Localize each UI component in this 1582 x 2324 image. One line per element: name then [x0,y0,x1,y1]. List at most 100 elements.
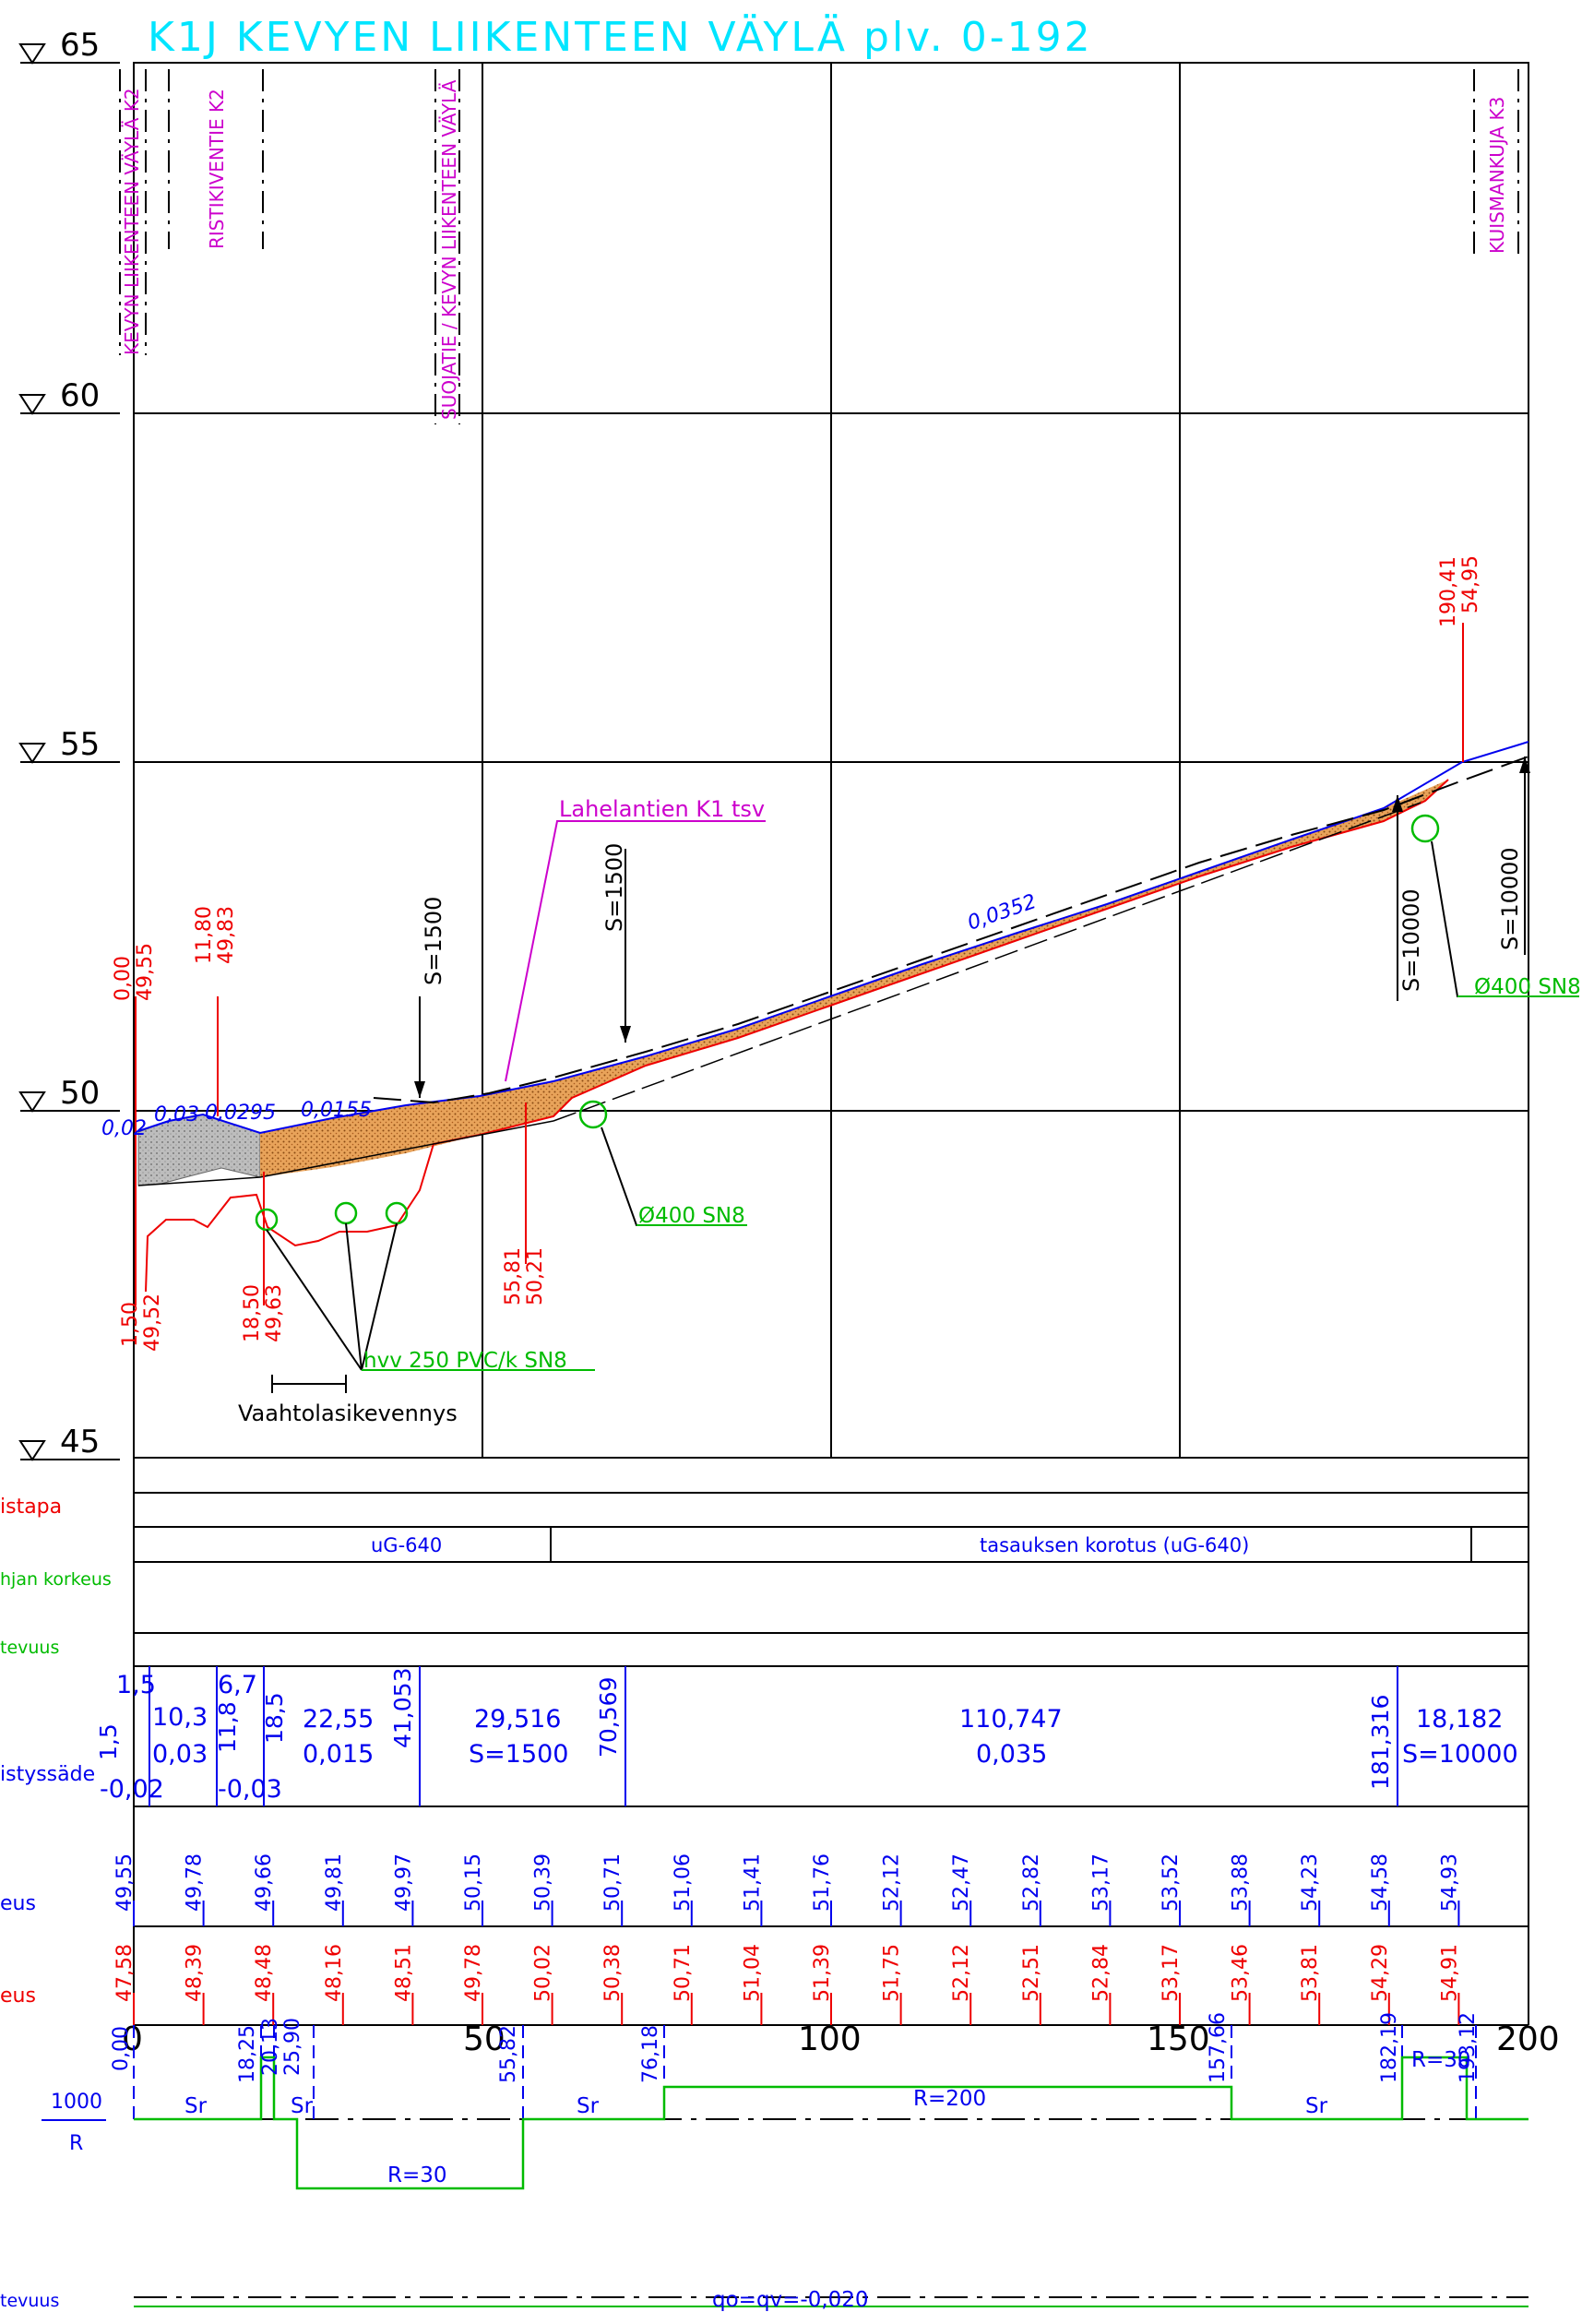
subgrade-line-3 [137,1176,261,1186]
grade-elevation-value: 53,88 [1230,1853,1253,1912]
station-100: 100 [798,2020,862,2058]
tasaus-r2-3: S=1500 [469,1740,568,1769]
label-p2-sta: 11,80 [193,906,216,964]
tasaus-vert-5: 70,569 [595,1677,622,1758]
grade-elevation-value: 49,97 [392,1853,415,1912]
curve-label-r200: R=200 [913,2087,986,2111]
grade-elevation-value: 49,78 [184,1853,207,1912]
tasaus-val-4: 22,55 [303,1705,374,1734]
ground-elevation-value: 54,29 [1369,1944,1392,2002]
s1500-b: S=1500 [601,843,627,932]
band-label-maanpinta: eus [0,1984,36,2008]
pipe400-a-label: Ø400 SN8 [638,1204,745,1228]
elevation-triangles [18,43,120,1461]
band-left-labels: istapa hjan korkeus tevuus istyssäde eus… [0,1496,112,2311]
curve-label-sr-1: Sr [184,2094,208,2118]
pipe-circle-2 [334,1201,358,1225]
label-low3-sta: 55,81 [502,1247,525,1305]
ground-elevation-value: 48,48 [253,1944,276,2002]
crossing-label-kuismankuja: KUISMANKUJA K3 [1486,97,1508,254]
ground-elevation-value: 50,71 [672,1944,695,2002]
tasaus-vertical: 1,5 11,8 18,5 41,053 70,569 181,316 [95,1668,1394,1790]
curve-sta-6: 157,66 [1207,2012,1230,2083]
tasaus-row3: -0,02 -0,03 [100,1775,282,1804]
subgrade-line-2 [553,802,1421,1122]
pipe-circle-4 [578,1100,608,1129]
tasaus-r2-4: 0,035 [976,1740,1047,1769]
curve-sta-0: 0,00 [110,2026,133,2071]
elevation-scale: 65 60 55 50 45 [60,27,100,1460]
elevation-label-55: 55 [60,726,100,763]
ground-elevation-value: 53,17 [1160,1944,1183,2002]
label-end-sta: 190,41 [1437,556,1460,627]
tasaus-r3-2: -0,03 [218,1775,282,1804]
grade-elevation-value: 52,47 [950,1853,973,1912]
slope-00295: 0,0295 [205,1102,276,1125]
tasaus-r2-5: S=10000 [1402,1740,1518,1769]
tasaus-vert-3: 18,5 [261,1692,288,1744]
label-low1-elev: 49,52 [141,1293,164,1352]
grade-elevation-value: 54,23 [1299,1853,1322,1912]
slope-002: 0,02 [101,1117,147,1140]
grade-elevation-value: 53,52 [1160,1853,1183,1912]
profile-grid [133,62,1529,1459]
slope-00155: 0,0155 [301,1099,372,1122]
curve-band-green [134,2056,1528,2190]
structure-layer [260,780,1448,1177]
grade-elevation-value: 54,93 [1438,1853,1461,1912]
tasaus-val-6: 110,747 [959,1705,1063,1734]
s10000-a: S=10000 [1398,888,1424,992]
band-label-kaivon: hjan korkeus [0,1569,112,1590]
slope-labels: 0,02 0,03 0,0295 0,0155 0,0352 [101,890,1040,1140]
label-low2-elev: 49,63 [263,1284,286,1342]
band-label-kaarre-r: R [69,2132,83,2155]
vaahto-dimension [271,1375,347,1393]
crossing-label-k2: KEVYN LIIKENTEEN VÄYLÄ K2 [121,88,143,355]
tasaus-val-7: 18,182 [1416,1705,1503,1734]
tasaus-vert-1: 1,5 [95,1723,122,1760]
tasaus-vert-6: 181,316 [1367,1695,1394,1790]
lahelantien-leader [505,820,766,1082]
grade-elevation-value: 50,15 [462,1853,485,1912]
ground-elevation-value: 48,16 [323,1944,346,2002]
ground-elevation-value: 48,51 [392,1944,415,2002]
tasaus-r3-1: -0,02 [100,1775,164,1804]
band-label-tasaus: eus [0,1892,36,1915]
grade-elevation-value: 50,71 [601,1853,624,1912]
grade-elevation-value: 49,55 [113,1853,137,1912]
grade-elevation-value: 51,41 [741,1853,764,1912]
station-0: 0 [122,2020,143,2058]
s10000-b: S=10000 [1497,847,1523,950]
label-start-elev: 49,55 [134,943,157,1001]
ground-elevation-value: 52,12 [950,1944,973,2002]
tasaus-r2-1: 0,03 [152,1740,208,1769]
vaahto-label: Vaahtolasikevennys [238,1400,458,1426]
band-label-pyoristys: istyssäde [0,1763,95,1786]
s1500-a: S=1500 [421,897,446,985]
elevation-label-45: 45 [60,1424,100,1460]
ground-elevation-value: 54,91 [1438,1944,1461,2002]
crossing-label-suojatie: SUOJATIE / KEVYN LIIKENTEEN VÄYLÄ [438,79,460,420]
band-table-lines [133,1458,1529,2026]
curve-sta-7: 182,19 [1378,2012,1401,2083]
label-end-elev: 54,95 [1459,555,1482,614]
drawing-title: K1J KEVYEN LIIKENTEEN VÄYLÄ plv. 0-192 [148,13,1093,61]
ground-elevation-band: 47,58 48,39 48,48 48,16 48,51 49,78 50,02 50,38… [113,1944,1461,2025]
ground-elevation-value: 53,46 [1230,1944,1253,2002]
grade-line [137,741,1529,1135]
ground-elevation-value: 48,39 [184,1944,207,2002]
ground-elevation-value: 52,84 [1089,1944,1112,2002]
tasaus-dividers [149,1666,1398,1806]
curve-label-r30-a: R=30 [387,2163,447,2187]
tasaus-row2: 0,03 0,015 S=1500 0,035 S=10000 [152,1740,1518,1769]
tasaus-val-2: 6,7 [218,1671,257,1699]
hvv-label: hvv 250 PVC/k SN8 [363,1349,567,1373]
curve-station-labels: 0,00 18,25 20,13 25,90 55,82 76,18 157,6… [110,2012,1480,2083]
tasaus-row1: 1,5 6,7 10,3 22,55 29,516 110,747 18,182 [116,1671,1503,1734]
ground-elevation-value: 51,39 [811,1944,834,2002]
grade-elevation-band: 49,55 49,78 49,66 49,81 49,97 50,15 50,39 50,71… [113,1853,1461,1926]
crossing-labels: KEVYN LIIKENTEEN VÄYLÄ K2 RISTIKIVENTIE … [121,79,1508,420]
curve-sta-8: 193,12 [1457,2012,1480,2083]
grade-elevation-value: 53,17 [1089,1853,1112,1912]
